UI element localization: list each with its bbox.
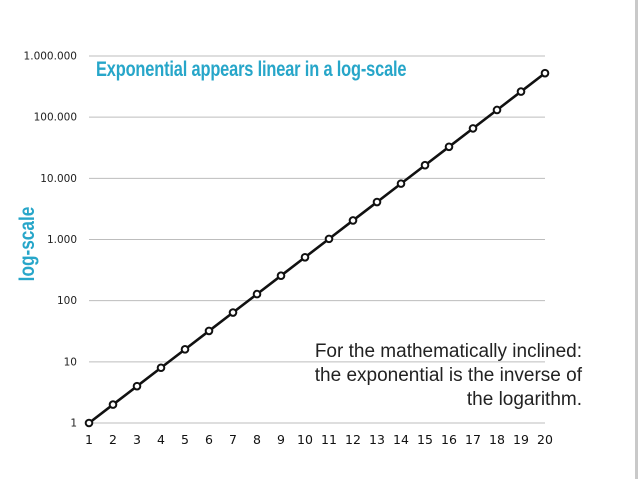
annotation-line-1: For the mathematically inclined: — [314, 341, 582, 362]
x-tick-label: 18 — [489, 432, 505, 447]
annotation-note: For the mathematically inclined: the exp… — [252, 340, 582, 412]
x-tick-label: 10 — [297, 432, 313, 447]
series-line — [88, 72, 546, 425]
gridlines — [89, 55, 545, 424]
data-point — [276, 271, 286, 280]
data-point — [300, 252, 310, 262]
x-tick-label: 8 — [253, 432, 261, 447]
x-tick-label: 7 — [229, 432, 237, 447]
data-point — [516, 87, 526, 96]
data-point — [348, 216, 358, 225]
x-tick-label: 9 — [277, 432, 285, 447]
x-tick-label: 19 — [513, 432, 529, 447]
data-point — [540, 68, 550, 78]
data-point — [132, 381, 142, 391]
data-point — [156, 363, 166, 373]
data-point — [372, 197, 382, 207]
x-tick-label: 14 — [393, 432, 409, 447]
x-tick-label: 12 — [345, 432, 361, 447]
x-tick-label: 3 — [133, 432, 141, 447]
data-point — [108, 400, 118, 409]
data-point — [180, 345, 190, 354]
x-tick-label: 20 — [537, 432, 553, 447]
x-tick-label: 6 — [205, 432, 213, 447]
y-tick-label: 1 — [70, 418, 77, 430]
data-point — [396, 179, 406, 188]
x-tick-label: 16 — [441, 432, 457, 447]
x-tick-label: 11 — [321, 432, 337, 447]
annotation-line-3: the logarithm. — [466, 389, 582, 410]
data-point — [252, 289, 262, 299]
y-tick-label: 1.000.000 — [24, 51, 77, 63]
x-tick-label: 17 — [465, 432, 481, 447]
data-point — [420, 160, 430, 170]
x-tick-label: 15 — [417, 432, 433, 447]
y-tick-label: 10 — [64, 356, 77, 368]
x-axis-ticks: 1 2 3 4 5 6 7 8 9 10 11 12 13 14 15 16 17 18 19 20 — [85, 432, 553, 447]
series-exponential — [84, 68, 550, 428]
y-axis-label: log-scale — [16, 206, 39, 282]
x-tick-label: 4 — [157, 432, 165, 447]
x-tick-label: 5 — [181, 432, 189, 447]
y-tick-label: 10.000 — [40, 173, 77, 185]
data-point — [468, 124, 478, 133]
data-point — [84, 418, 94, 428]
x-tick-label: 2 — [109, 432, 117, 447]
x-tick-label: 1 — [85, 432, 93, 447]
data-point — [444, 142, 454, 152]
chart-title: Exponential appears linear in a log-scal… — [96, 58, 407, 81]
slide-edge-bar — [635, 0, 638, 479]
y-tick-label: 100.000 — [34, 112, 77, 124]
x-tick-label: 13 — [369, 432, 385, 447]
data-point — [324, 234, 334, 244]
data-point — [204, 326, 214, 336]
data-point — [228, 308, 238, 317]
y-tick-label: 1.000 — [47, 234, 77, 246]
y-tick-label: 100 — [57, 295, 77, 307]
data-point — [492, 105, 502, 115]
annotation-line-2: the exponential is the inverse of — [314, 365, 582, 386]
y-axis-ticks: 1 10 100 1.000 10.000 100.000 1.000.000 — [24, 51, 77, 430]
